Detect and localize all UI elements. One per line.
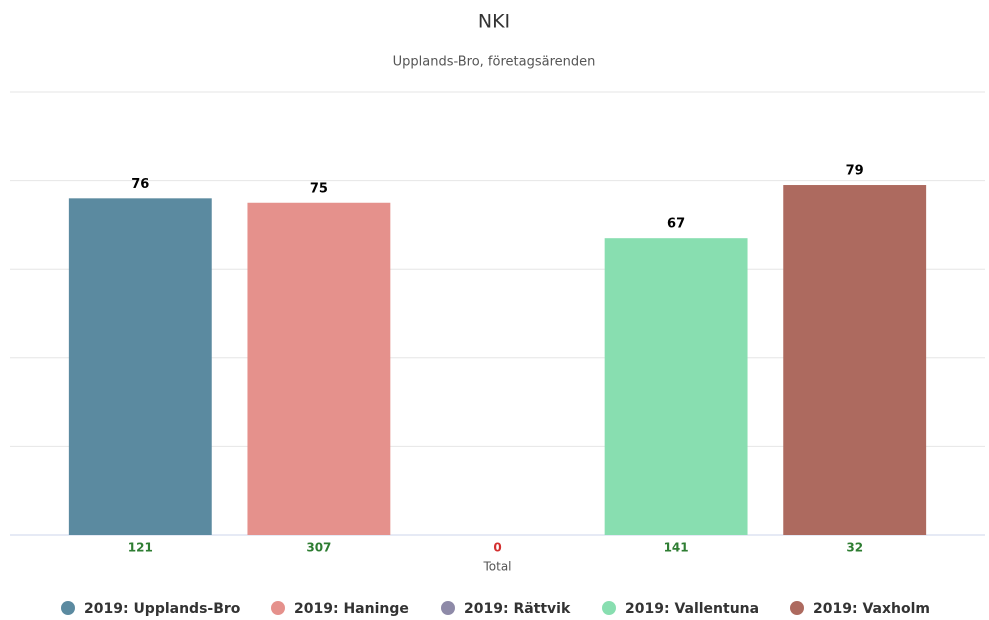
legend-marker xyxy=(602,601,616,615)
data-label: 67 xyxy=(667,217,685,232)
x-tick-label: Total xyxy=(482,560,511,574)
count-label: 32 xyxy=(846,541,863,555)
bar xyxy=(247,202,391,535)
bar xyxy=(68,198,212,535)
legend-marker xyxy=(790,601,804,615)
legend-label: 2019: Haninge xyxy=(294,601,409,617)
legend-label: 2019: Upplands-Bro xyxy=(84,601,241,617)
chart-title: NKI xyxy=(478,11,510,33)
data-label: 75 xyxy=(310,181,328,196)
data-label: 79 xyxy=(846,164,864,179)
data-label: 76 xyxy=(131,177,149,192)
count-label: 307 xyxy=(306,541,331,555)
legend-marker xyxy=(441,601,455,615)
legend-marker xyxy=(271,601,285,615)
legend-label: 2019: Rättvik xyxy=(464,601,571,617)
legend-label: 2019: Vaxholm xyxy=(813,601,930,617)
bar xyxy=(604,238,748,535)
bar xyxy=(783,185,927,535)
legend-label: 2019: Vallentuna xyxy=(625,601,759,617)
count-label: 141 xyxy=(664,541,689,555)
chart-subtitle: Upplands-Bro, företagsärenden xyxy=(393,55,596,70)
count-label: 0 xyxy=(493,541,501,555)
count-label: 121 xyxy=(128,541,153,555)
legend-marker xyxy=(61,601,75,615)
